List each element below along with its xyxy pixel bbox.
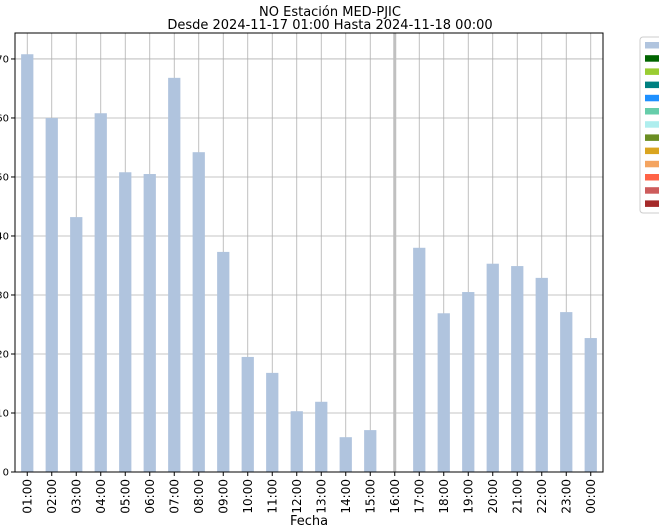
x-tick-label: 13:00 <box>314 479 328 514</box>
plot-frame <box>14 32 604 473</box>
x-tick-label: 03:00 <box>69 479 83 514</box>
y-tick-label: 70 <box>0 54 9 65</box>
x-tick-label: 10:00 <box>241 479 255 514</box>
bar <box>94 113 107 472</box>
x-tick-label: 00:00 <box>584 479 598 514</box>
y-tick-label: 0 <box>3 468 9 479</box>
bar <box>119 172 132 472</box>
x-tick-label: 02:00 <box>45 479 59 514</box>
x-tick-label: 23:00 <box>559 479 573 514</box>
y-tick-label: 40 <box>0 231 9 242</box>
chart-title: NO Estación MED-PJIC <box>259 5 401 20</box>
x-tick-label: 01:00 <box>20 479 34 514</box>
legend-swatch <box>645 121 659 128</box>
x-tick-label: 18:00 <box>437 479 451 514</box>
bar <box>560 312 573 472</box>
x-tick-label: 07:00 <box>167 479 181 514</box>
chart-subtitle: Desde 2024-11-17 01:00 Hasta 2024-11-18 … <box>167 18 492 33</box>
bar <box>241 356 254 472</box>
x-tick-label: 11:00 <box>265 479 279 514</box>
legend-swatch <box>645 55 659 62</box>
x-tick-label: 06:00 <box>143 479 157 514</box>
bar <box>462 292 475 472</box>
bar <box>486 263 499 472</box>
bar <box>339 437 352 472</box>
bar <box>70 217 83 472</box>
x-tick-label: 09:00 <box>216 479 230 514</box>
bar <box>143 174 156 473</box>
x-tick-label: 20:00 <box>486 479 500 514</box>
bar <box>266 372 279 472</box>
bar <box>364 430 377 472</box>
bar <box>511 266 524 472</box>
bar <box>437 313 450 472</box>
x-tick-label: 17:00 <box>412 479 426 514</box>
bar <box>535 277 548 472</box>
bar <box>413 247 426 472</box>
legend-swatch <box>645 81 659 89</box>
legend-swatch <box>645 68 659 75</box>
y-tick-label: 60 <box>0 113 9 124</box>
x-tick-label: 19:00 <box>461 479 475 514</box>
legend-swatch <box>645 187 659 194</box>
y-tick-label: 30 <box>0 290 9 301</box>
x-tick-label: 15:00 <box>363 479 377 514</box>
x-tick-label: 12:00 <box>290 479 304 514</box>
bar <box>217 251 230 472</box>
legend-swatch <box>645 200 659 207</box>
legend-swatch <box>645 108 659 115</box>
bar <box>45 117 58 472</box>
legend-swatch <box>645 160 659 168</box>
x-tick-label: 08:00 <box>192 479 206 514</box>
bar <box>315 401 328 472</box>
legend-swatch <box>645 94 659 102</box>
legend-swatch <box>645 134 659 141</box>
x-tick-label: 04:00 <box>94 479 108 514</box>
x-tick-label: 14:00 <box>339 479 353 514</box>
x-axis-label: Fecha <box>290 514 328 528</box>
y-tick-label: 20 <box>0 349 9 360</box>
y-tick-label: 10 <box>0 408 9 419</box>
bar <box>584 338 597 472</box>
x-tick-label: 21:00 <box>510 479 524 514</box>
bar <box>192 152 205 472</box>
bar <box>21 54 34 472</box>
y-tick-label: 50 <box>0 172 9 183</box>
x-tick-label: 16:00 <box>388 479 402 514</box>
bar <box>168 77 181 472</box>
legend-swatch <box>645 42 659 49</box>
x-tick-label: 22:00 <box>535 479 549 514</box>
legend-swatch <box>645 174 659 181</box>
x-tick-label: 05:00 <box>118 479 132 514</box>
bar <box>290 411 303 472</box>
legend-swatch <box>645 147 659 155</box>
